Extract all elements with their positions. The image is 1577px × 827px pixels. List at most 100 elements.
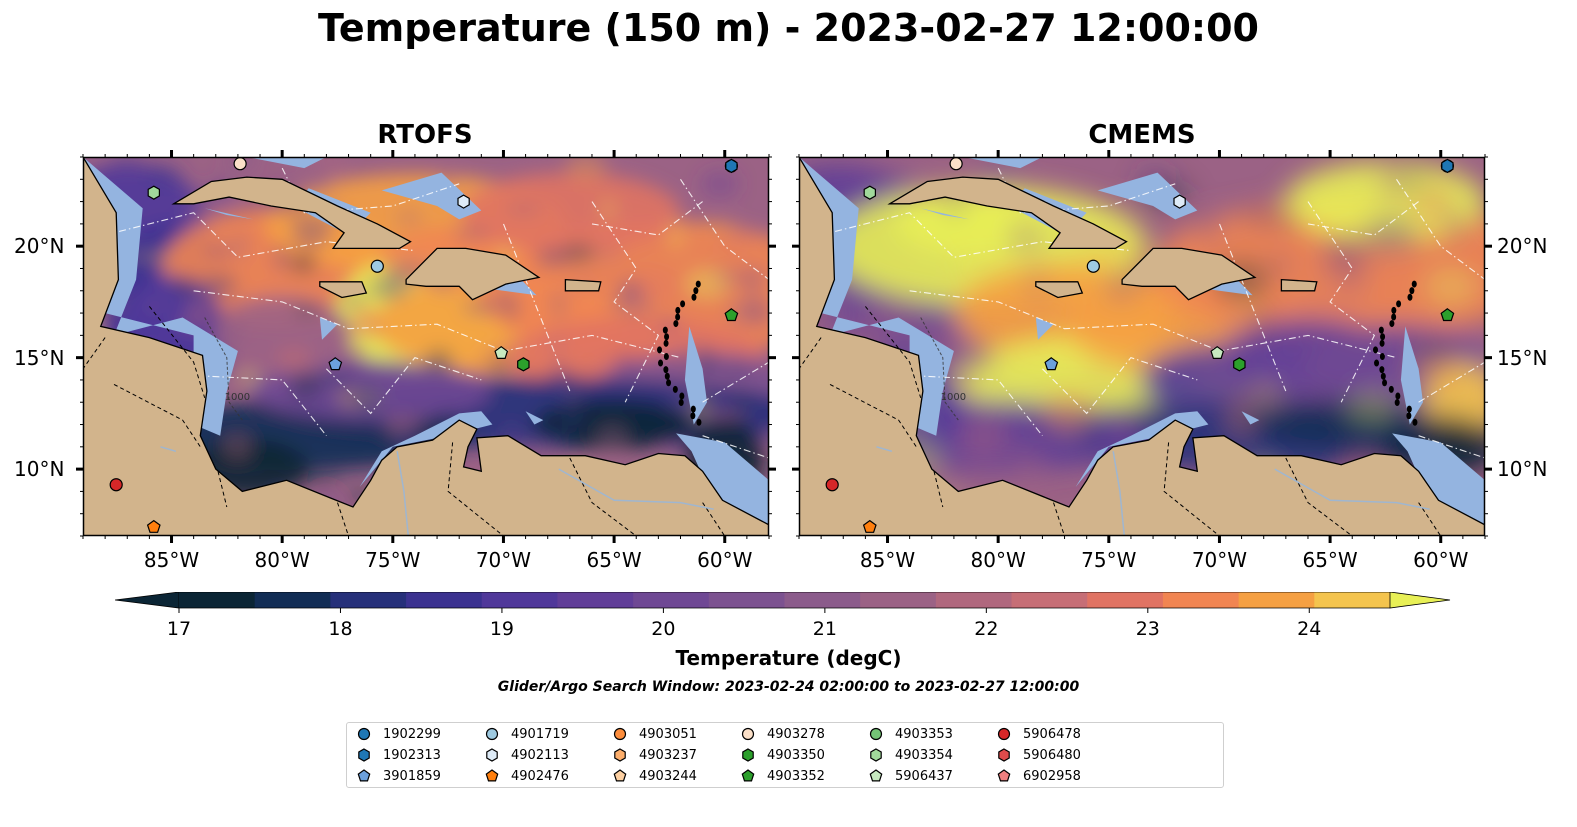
lon-tick-label: 75°W	[1081, 548, 1137, 572]
colorbar-tick-label: 17	[167, 618, 191, 640]
legend-item: 5906437	[869, 767, 953, 785]
colorbar-tick-label: 24	[1297, 618, 1321, 640]
continental-shelf	[246, 157, 327, 169]
lat-tick-label: 15°N	[1497, 345, 1548, 370]
island-lesser-antilles	[663, 366, 669, 374]
legend-item: 4903278	[741, 725, 825, 743]
eez-boundary	[591, 201, 703, 236]
temperature-field-eddy	[350, 309, 383, 341]
island-lesser-antilles	[675, 306, 681, 314]
temperature-field-eddy	[258, 443, 287, 471]
island-lesser-antilles	[695, 280, 701, 288]
colorbar-tick-label: 19	[490, 618, 514, 640]
island-lesser-antilles	[1389, 320, 1395, 328]
temperature-field-eddy	[276, 348, 311, 369]
colorbar-tick-label: 20	[651, 618, 675, 640]
temperature-field-eddy	[489, 290, 517, 300]
island-lesser-antilles	[662, 326, 668, 334]
temperature-field-eddy	[733, 269, 769, 279]
legend-item: 5906480	[997, 746, 1081, 764]
temperature-field-eddy	[592, 248, 624, 260]
island-lesser-antilles	[1406, 405, 1412, 413]
island-lesser-antilles	[666, 379, 672, 387]
legend-item: 4903353	[869, 725, 953, 743]
float-marker-5906437	[1210, 345, 1225, 359]
island-lesser-antilles	[663, 352, 669, 360]
legend-marker-circle-icon	[485, 727, 499, 741]
temperature-field-eddy	[1407, 347, 1463, 387]
temperature-field-eddy	[174, 279, 196, 292]
panel-title-rtofs: RTOFS	[377, 120, 473, 150]
island-lesser-antilles	[673, 320, 679, 328]
legend-marker-hexagon-icon	[742, 748, 754, 762]
land-puertoRico	[564, 278, 602, 292]
contour-label: 1000	[225, 392, 250, 403]
temperature-field-eddy	[565, 157, 607, 182]
colorbar-segment	[557, 592, 634, 608]
continental-shelf	[920, 208, 970, 220]
bathymetry-contour	[204, 317, 243, 421]
legend-label: 4903352	[767, 768, 825, 784]
colorbar-segment	[254, 592, 331, 608]
eez-boundary	[502, 223, 571, 392]
eez-boundary	[1307, 201, 1419, 236]
continental-shelf	[1392, 433, 1485, 525]
temperature-field-eddy	[1297, 290, 1363, 303]
bathymetry-contour	[920, 317, 959, 421]
eez-boundary	[909, 290, 1397, 359]
island-lesser-antilles	[1407, 293, 1413, 301]
temperature-field-eddy	[724, 342, 743, 359]
continental-shelf	[525, 411, 544, 425]
lon-tick-label: 85°W	[143, 548, 200, 572]
temperature-field-eddy	[1240, 297, 1253, 316]
lon-tick-label: 85°W	[859, 548, 916, 572]
temperature-field-eddy	[957, 416, 1010, 460]
temperature-field-eddy	[535, 249, 571, 266]
temperature-field-eddy	[127, 252, 173, 261]
country-border	[1285, 457, 1353, 536]
temperature-field-eddy	[202, 244, 234, 256]
float-marker-4903352	[724, 308, 739, 322]
legend-label: 5906478	[1023, 726, 1081, 742]
panel-title-cmems: CMEMS	[1088, 120, 1196, 150]
island-lesser-antilles	[1411, 280, 1417, 288]
colorbar-segment	[1314, 592, 1391, 608]
float-marker-4903278	[949, 157, 963, 171]
temperature-field-eddy	[1079, 409, 1104, 455]
temperature-field-eddy	[715, 278, 744, 290]
float-marker-4903278	[233, 157, 247, 171]
land-hispaniola	[405, 247, 541, 301]
legend-marker-pentagon-icon	[485, 769, 499, 782]
river	[1274, 468, 1430, 510]
temperature-field-eddy	[1011, 439, 1045, 473]
island-lesser-antilles	[1395, 392, 1401, 400]
eez-boundary	[1042, 356, 1198, 415]
country-border	[829, 383, 917, 448]
temperature-field-eddy	[146, 300, 162, 311]
legend-marker-hexagon-icon	[486, 748, 498, 762]
float-marker-4901719	[1086, 259, 1100, 273]
temperature-field-eddy	[452, 229, 492, 239]
float-marker-3901859	[1044, 357, 1059, 371]
island-lesser-antilles	[1380, 333, 1386, 341]
temperature-field-patch	[212, 295, 353, 376]
lon-tick-label: 65°W	[586, 548, 642, 572]
legend-marker-hexagon-icon	[998, 748, 1010, 762]
legend-label: 4901719	[511, 726, 569, 742]
eez-boundary	[702, 361, 769, 403]
island-lesser-antilles	[1388, 385, 1394, 393]
float-marker-4902476	[146, 519, 161, 533]
legend-marker-pentagon-icon	[741, 769, 755, 782]
lon-tick-label: 60°W	[1413, 548, 1469, 572]
colorbar-extend-min	[115, 592, 180, 609]
land-hispaniola	[1121, 247, 1257, 301]
lat-tick-label: 20°N	[14, 234, 65, 259]
island-lesser-antilles	[1379, 366, 1385, 374]
legend-item: 1902299	[357, 725, 441, 743]
colorbar-segment	[179, 592, 256, 608]
country-border	[337, 502, 349, 536]
float-marker-4903354	[147, 185, 161, 200]
legend-item: 4902113	[485, 746, 569, 764]
island-lesser-antilles	[1373, 346, 1379, 354]
temperature-field-eddy	[461, 301, 506, 314]
